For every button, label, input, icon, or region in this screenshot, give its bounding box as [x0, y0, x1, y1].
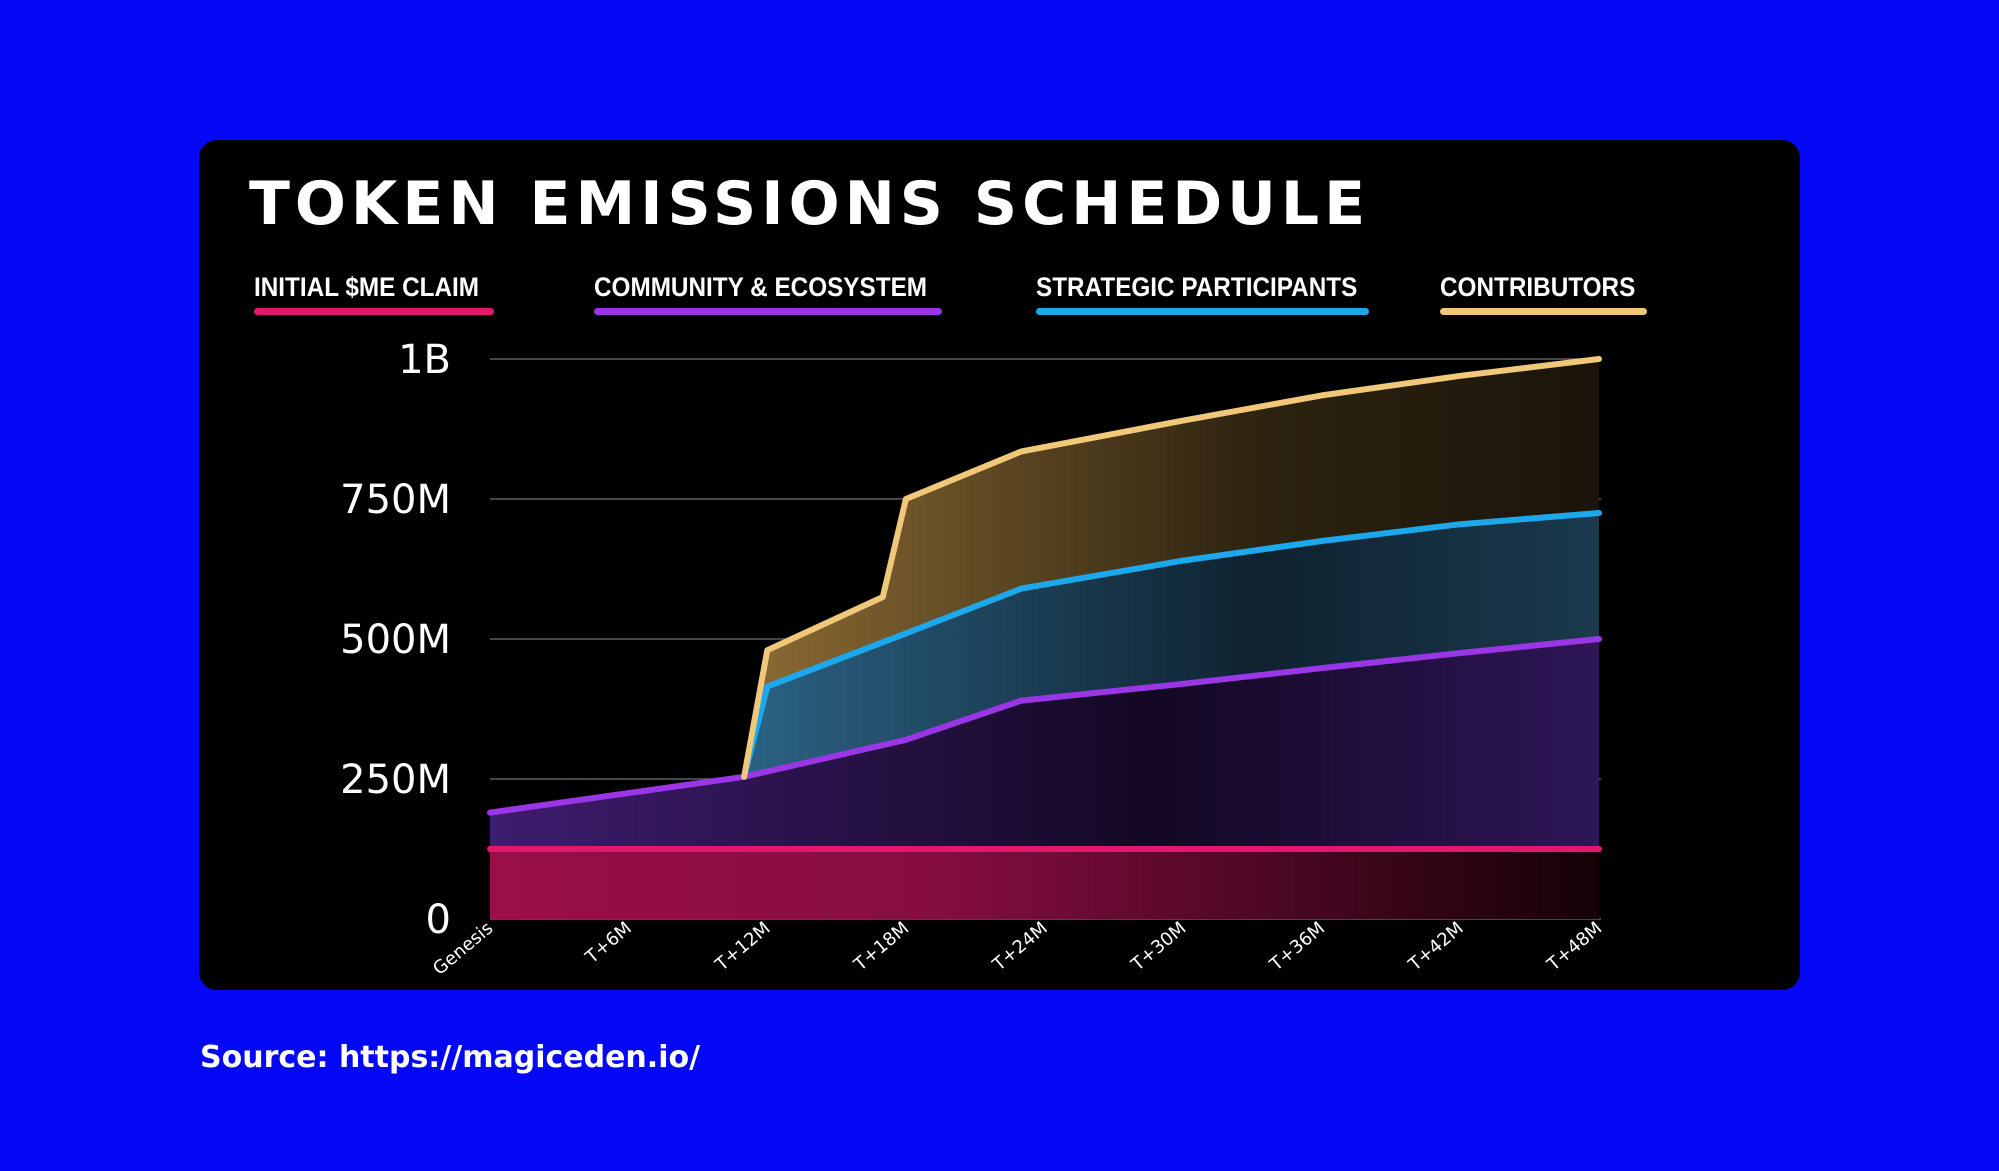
series-lines	[487, 356, 1602, 852]
series-line	[487, 636, 1602, 816]
legend-swatch	[1440, 308, 1647, 315]
legend-swatch	[1036, 308, 1369, 315]
x-tick-label: T+12M	[711, 918, 775, 976]
x-tick-label: T+30M	[1127, 918, 1191, 976]
legend-item-strategic: STRATEGIC PARTICIPANTS	[1036, 270, 1393, 315]
legend-label: CONTRIBUTORS	[1440, 272, 1636, 302]
area-fill	[490, 639, 1599, 849]
chart-title: TOKEN EMISSIONS SCHEDULE	[249, 169, 1371, 239]
legend-label: STRATEGIC PARTICIPANTS	[1036, 272, 1358, 302]
area-fill	[744, 513, 1599, 777]
area-fill	[490, 849, 1599, 919]
x-tick-label: T+6M	[581, 918, 636, 969]
area-fills	[490, 359, 1599, 919]
legend-item-contributors: CONTRIBUTORS	[1440, 270, 1657, 315]
series-line	[741, 510, 1602, 780]
source-caption: Source: https://magiceden.io/	[200, 1040, 701, 1075]
legend-item-initial-claim: INITIAL $ME CLAIM	[254, 270, 504, 315]
area-fill	[744, 359, 1599, 777]
y-tick-label: 0	[426, 897, 451, 943]
y-tick-label: 1B	[398, 337, 451, 383]
legend-swatch	[594, 308, 942, 315]
y-tick-label: 250M	[340, 757, 451, 803]
x-tick-label: T+18M	[849, 918, 913, 976]
legend-label: INITIAL $ME CLAIM	[254, 272, 480, 302]
x-tick-label: T+36M	[1265, 918, 1329, 976]
chart-card: 0 250M 500M 750M 1B Genesis T+6M T+12M T+18M T+2…	[199, 140, 1800, 990]
y-tick-label: 500M	[340, 617, 451, 663]
legend: INITIAL $ME CLAIM COMMUNITY & ECOSYSTEM …	[199, 270, 1800, 330]
x-tick-label: T+42M	[1404, 918, 1468, 976]
x-tick-label: T+48M	[1543, 918, 1607, 976]
legend-label: COMMUNITY & ECOSYSTEM	[594, 272, 928, 302]
legend-swatch	[254, 308, 494, 315]
y-tick-labels: 0 250M 500M 750M 1B	[340, 337, 451, 943]
series-line	[741, 356, 1602, 780]
legend-item-community: COMMUNITY & ECOSYSTEM	[594, 270, 964, 315]
x-tick-label: T+24M	[988, 918, 1052, 976]
x-tick-labels: Genesis T+6M T+12M T+18M T+24M T+30M T+36M T+42…	[429, 918, 1606, 980]
y-tick-label: 750M	[340, 477, 451, 523]
